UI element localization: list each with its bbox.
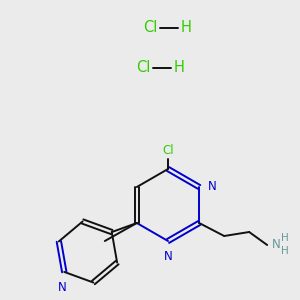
Text: N: N bbox=[58, 281, 67, 294]
Text: N: N bbox=[164, 250, 172, 263]
Text: H: H bbox=[181, 20, 191, 35]
Text: H: H bbox=[174, 61, 184, 76]
Text: Cl: Cl bbox=[136, 61, 150, 76]
Text: Cl: Cl bbox=[162, 145, 174, 158]
Text: Cl: Cl bbox=[143, 20, 157, 35]
Text: N: N bbox=[272, 238, 281, 250]
Text: N: N bbox=[208, 181, 217, 194]
Text: H: H bbox=[281, 233, 289, 243]
Text: H: H bbox=[281, 246, 289, 256]
